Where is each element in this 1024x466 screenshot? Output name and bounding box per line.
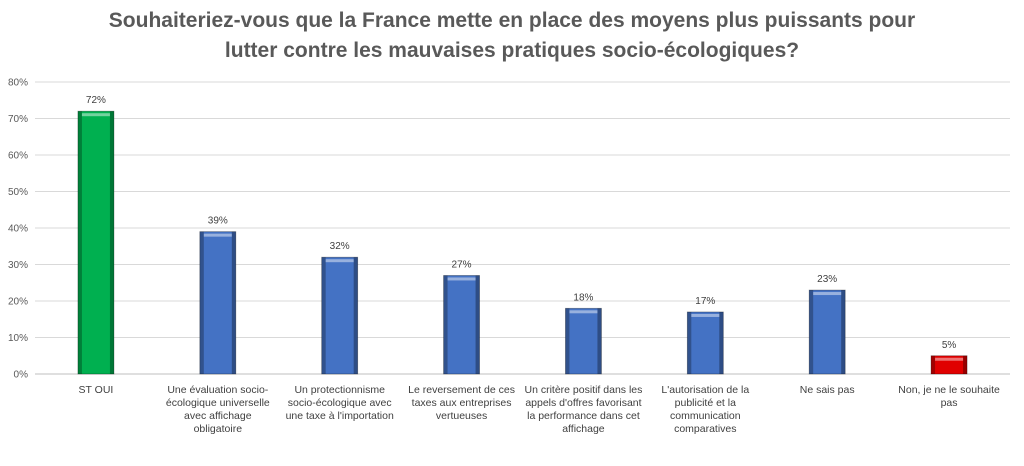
x-category-label: ST OUI — [78, 384, 114, 396]
x-category-label: L'autorisation de la publicité et la com… — [661, 384, 750, 435]
bar-outline — [930, 355, 968, 375]
bar-bevel-right — [841, 290, 846, 374]
bar — [930, 355, 968, 375]
bar-bevel-right — [109, 111, 114, 374]
x-category-label: Un protectionnisme socio-écologique avec… — [285, 384, 394, 422]
bar-bevel-left — [931, 355, 936, 374]
data-label: 32% — [330, 241, 350, 252]
bar-outline — [199, 231, 237, 375]
bar — [808, 289, 846, 375]
x-category-label: Le reversement de ces taxes aux entrepri… — [408, 384, 515, 422]
y-tick-label: 0% — [14, 370, 29, 381]
bar-bevel-right — [597, 308, 602, 374]
x-category-label: Non, je ne le souhaite pas — [898, 384, 1000, 409]
data-label: 17% — [695, 296, 715, 307]
bar-bevel-right — [231, 231, 236, 374]
x-category-label: Une évaluation socio-écologique universe… — [165, 384, 270, 435]
bar-outline — [565, 307, 602, 375]
data-label: 27% — [452, 259, 472, 270]
y-tick-label: 10% — [8, 333, 28, 344]
bar-body — [931, 355, 968, 374]
bar-bevel-right — [353, 257, 358, 374]
bar-bevel-top — [81, 113, 110, 117]
y-tick-label: 80% — [8, 78, 28, 89]
y-tick-label: 40% — [8, 224, 28, 235]
bar — [321, 256, 359, 375]
bar — [686, 311, 724, 375]
y-tick-label: 50% — [8, 187, 28, 198]
bar-bevel-top — [203, 233, 232, 237]
bar-bevel-right — [475, 275, 480, 374]
data-label: 23% — [817, 274, 837, 285]
bar-bevel-left — [77, 111, 82, 374]
bar-bevel-left — [321, 257, 326, 374]
bar-bevel-left — [199, 231, 204, 374]
bar-outline — [443, 275, 480, 375]
bar-body — [687, 311, 724, 374]
bar-bevel-right — [963, 355, 968, 374]
data-label: 18% — [573, 292, 593, 303]
data-label: 72% — [86, 95, 106, 106]
bar-body — [321, 257, 358, 374]
bar-body — [565, 308, 602, 374]
bar-bevel-left — [809, 290, 814, 374]
bar-body — [809, 290, 846, 374]
y-tick-label: 60% — [8, 151, 28, 162]
x-category-label: Un critère positif dans les appels d'off… — [524, 384, 643, 435]
bar-bevel-left — [565, 308, 570, 374]
data-label: 39% — [208, 216, 228, 227]
chart-title-line-1: Souhaiteriez-vous que la France mette en… — [108, 9, 916, 32]
bar-bevel-top — [325, 259, 354, 263]
bar-outline — [808, 289, 846, 375]
bar-bevel-top — [813, 292, 842, 296]
bar-bevel-right — [719, 311, 724, 374]
y-tick-label: 20% — [8, 297, 28, 308]
bar-outline — [686, 311, 724, 375]
bar-outline — [321, 256, 359, 375]
bar-bevel-top — [447, 277, 476, 281]
bar-bevel-left — [687, 311, 692, 374]
bar-body — [443, 275, 480, 374]
x-category-label: Ne sais pas — [799, 384, 855, 396]
y-tick-label: 70% — [8, 114, 28, 125]
y-tick-label: 30% — [8, 260, 28, 271]
bar — [443, 275, 480, 375]
bar — [199, 231, 237, 375]
bar — [77, 110, 115, 375]
bar-bevel-top — [935, 357, 964, 361]
bar-outline — [77, 110, 115, 375]
bar-bevel-top — [691, 313, 720, 317]
bar-body — [199, 231, 236, 374]
bar — [565, 307, 602, 375]
bar-bevel-top — [569, 310, 598, 314]
chart-title: Souhaiteriez-vous que la France mette en… — [0, 6, 1024, 66]
data-label: 5% — [942, 340, 957, 351]
chart-title-line-2: lutter contre les mauvaises pratiques so… — [224, 39, 800, 62]
bar-body — [77, 111, 114, 374]
bar-bevel-left — [443, 275, 448, 374]
